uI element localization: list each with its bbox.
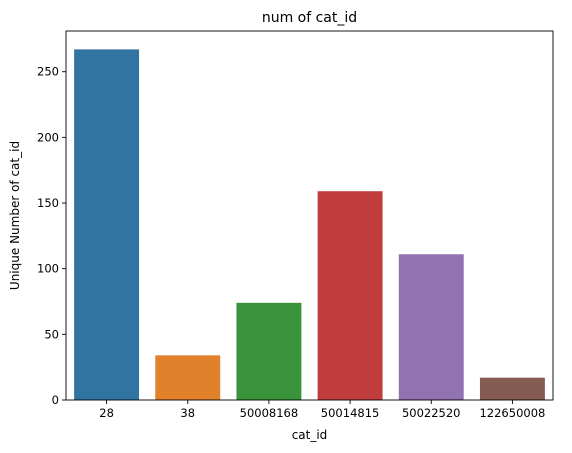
x-tick-label: 50022520 [402,406,461,420]
bar-50008168 [236,302,302,400]
bars-group [74,49,545,401]
x-axis-ticks: 28 38 50008168 50014815 50022520 122650008 [99,400,545,420]
x-tick-label: 50014815 [321,406,380,420]
x-tick-label: 50008168 [240,406,299,420]
x-axis-label: cat_id [292,428,328,442]
bar-28 [74,49,140,401]
x-tick-label: 38 [180,406,195,420]
x-tick-label: 28 [99,406,114,420]
y-axis-ticks: 0 50 100 150 200 250 [37,65,66,407]
bar-38 [155,355,221,400]
x-tick-label: 122650008 [479,406,545,420]
chart-title: num of cat_id [262,10,357,26]
y-axis-label: Unique Number of cat_id [8,141,22,290]
bar-50022520 [398,254,464,400]
y-tick-label: 250 [37,65,59,79]
y-tick-label: 0 [52,393,59,407]
plot-frame [65,30,554,401]
y-tick-label: 50 [44,327,59,341]
y-tick-label: 150 [37,196,59,210]
y-tick-label: 200 [37,130,59,144]
y-tick-label: 100 [37,262,59,276]
bar-122650008 [479,377,545,400]
bar-50014815 [317,191,383,400]
